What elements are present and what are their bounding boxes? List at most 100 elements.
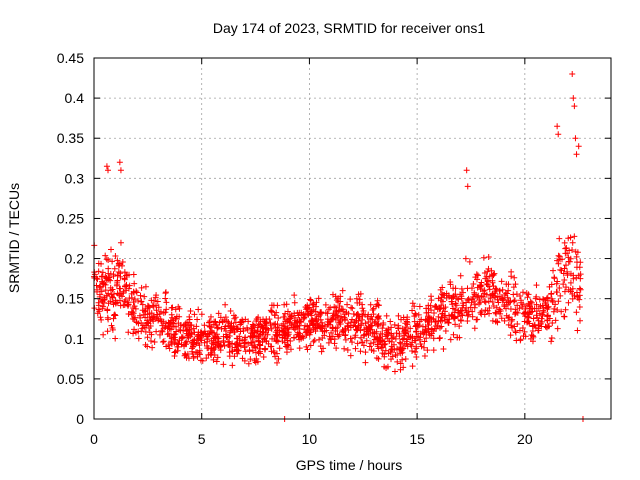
data-point bbox=[229, 362, 236, 369]
data-point bbox=[366, 343, 373, 350]
data-point bbox=[425, 315, 432, 322]
data-point bbox=[349, 316, 356, 323]
data-point bbox=[509, 316, 516, 323]
data-point bbox=[261, 335, 268, 342]
data-point bbox=[572, 135, 579, 142]
data-point bbox=[411, 313, 418, 320]
data-point bbox=[187, 308, 194, 315]
data-point bbox=[130, 299, 137, 306]
data-point bbox=[458, 311, 465, 318]
data-point bbox=[510, 284, 517, 291]
data-point bbox=[450, 331, 457, 338]
data-point bbox=[412, 337, 419, 344]
data-point bbox=[534, 314, 541, 321]
data-point bbox=[524, 294, 531, 301]
data-point bbox=[377, 330, 384, 337]
data-point bbox=[483, 280, 490, 287]
data-point bbox=[195, 306, 202, 313]
data-point bbox=[405, 333, 412, 340]
data-point bbox=[135, 335, 142, 342]
data-point bbox=[454, 334, 461, 341]
data-point bbox=[141, 293, 148, 300]
data-point bbox=[343, 309, 350, 316]
data-point bbox=[371, 333, 378, 340]
data-point bbox=[105, 257, 112, 264]
data-point bbox=[125, 285, 132, 292]
data-point bbox=[160, 338, 167, 345]
data-point bbox=[554, 307, 561, 314]
data-point bbox=[146, 304, 153, 311]
data-point bbox=[439, 310, 446, 317]
data-point bbox=[394, 358, 401, 365]
data-point bbox=[504, 294, 511, 301]
data-point bbox=[551, 274, 558, 281]
data-point bbox=[413, 345, 420, 352]
data-point bbox=[138, 284, 145, 291]
data-point bbox=[570, 272, 577, 279]
data-point bbox=[556, 253, 563, 260]
data-point bbox=[229, 348, 236, 355]
data-point bbox=[220, 337, 227, 344]
data-point bbox=[197, 357, 204, 364]
data-point bbox=[555, 252, 562, 259]
data-point bbox=[130, 271, 137, 278]
data-point bbox=[182, 321, 189, 328]
data-point bbox=[564, 268, 571, 275]
data-point bbox=[227, 308, 234, 315]
data-point bbox=[313, 299, 320, 306]
data-point bbox=[283, 317, 290, 324]
data-point bbox=[225, 319, 232, 326]
data-point bbox=[136, 312, 143, 319]
data-point bbox=[466, 297, 473, 304]
data-point bbox=[438, 302, 445, 309]
data-point bbox=[322, 309, 329, 316]
data-point bbox=[278, 322, 285, 329]
data-point bbox=[307, 329, 314, 336]
data-point bbox=[275, 355, 282, 362]
data-point bbox=[341, 332, 348, 339]
data-point bbox=[457, 317, 464, 324]
data-point bbox=[119, 259, 126, 266]
data-point bbox=[357, 348, 364, 355]
data-point bbox=[557, 266, 564, 273]
data-point bbox=[464, 312, 471, 319]
data-point bbox=[363, 328, 370, 335]
data-point bbox=[421, 353, 428, 360]
data-point bbox=[150, 313, 157, 320]
data-point bbox=[409, 363, 416, 370]
data-point bbox=[485, 265, 492, 272]
data-point bbox=[149, 314, 156, 321]
data-point bbox=[201, 322, 208, 329]
data-point bbox=[577, 271, 584, 278]
data-point bbox=[249, 333, 256, 340]
data-point bbox=[217, 314, 224, 321]
data-point bbox=[242, 334, 249, 341]
data-point bbox=[292, 324, 299, 331]
data-point bbox=[303, 343, 310, 350]
data-point bbox=[357, 290, 364, 297]
data-point bbox=[370, 305, 377, 312]
data-point bbox=[490, 292, 497, 299]
data-point bbox=[218, 325, 225, 332]
data-point bbox=[473, 276, 480, 283]
data-point bbox=[375, 320, 382, 327]
data-point bbox=[383, 364, 390, 371]
data-point bbox=[567, 279, 574, 286]
data-point bbox=[320, 345, 327, 352]
data-point bbox=[251, 322, 258, 329]
data-point bbox=[111, 265, 118, 272]
data-point bbox=[561, 288, 568, 295]
data-point bbox=[113, 282, 120, 289]
data-point bbox=[141, 324, 148, 331]
data-point bbox=[379, 350, 386, 357]
data-point bbox=[96, 283, 103, 290]
data-point bbox=[116, 292, 123, 299]
grid-lines bbox=[94, 58, 611, 419]
data-point bbox=[576, 303, 583, 310]
data-point bbox=[203, 355, 210, 362]
data-point bbox=[295, 312, 302, 319]
data-point bbox=[438, 294, 445, 301]
data-point bbox=[155, 317, 162, 324]
data-point bbox=[339, 287, 346, 294]
data-point bbox=[574, 294, 581, 301]
